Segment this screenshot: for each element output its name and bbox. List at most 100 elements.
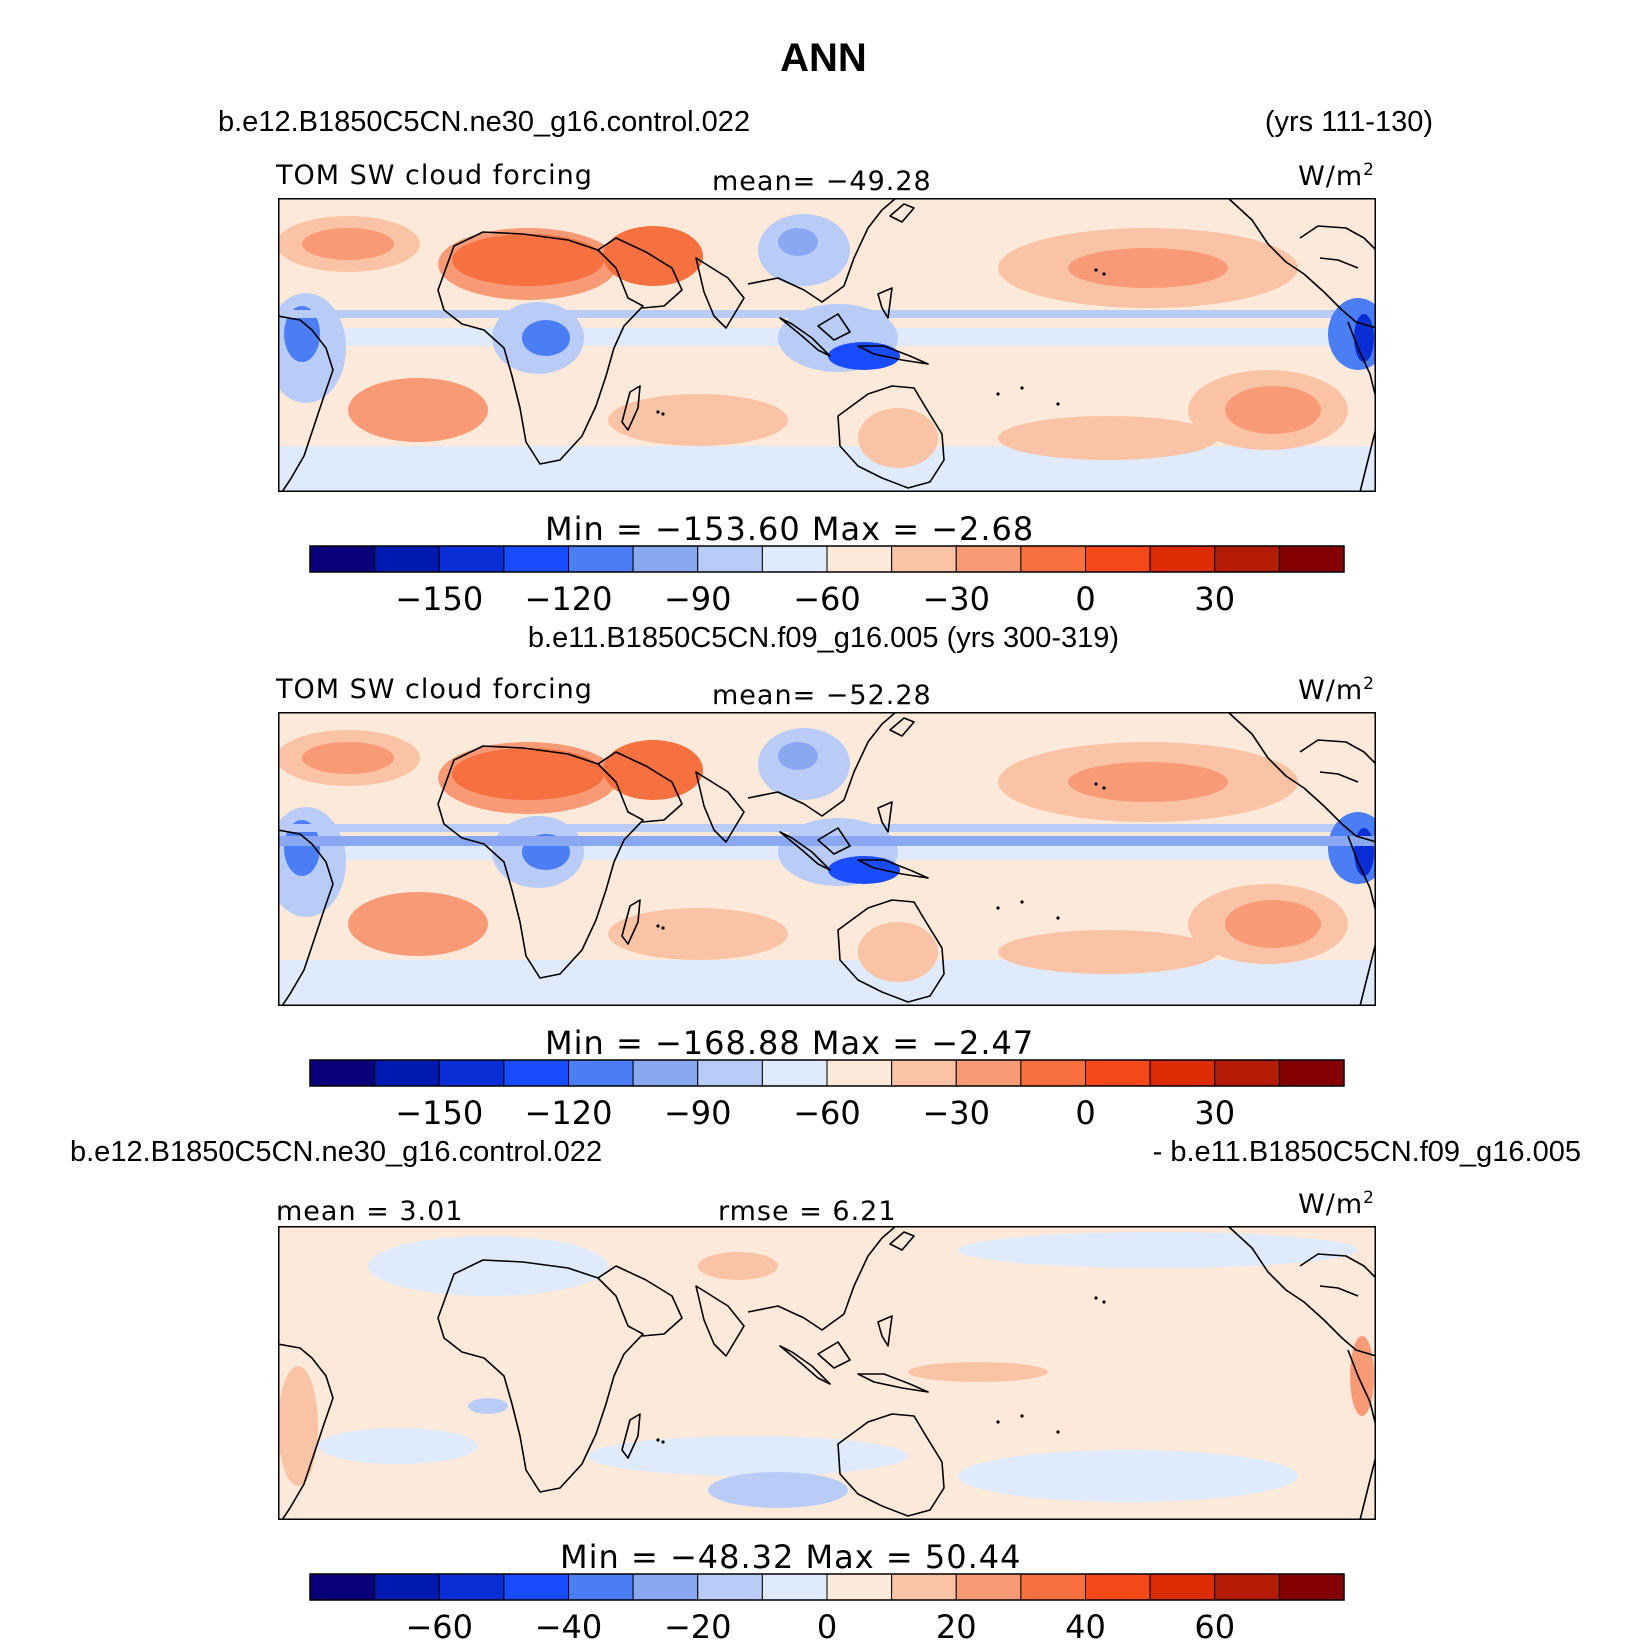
panel-1-field-label: TOM SW cloud forcing bbox=[276, 160, 593, 191]
map-1-congo-core bbox=[522, 320, 570, 356]
colorbar-1-tick-label: −90 bbox=[664, 580, 732, 618]
colorbar-2-box-8 bbox=[826, 1059, 893, 1087]
map-1-australia-region bbox=[858, 408, 938, 468]
coastline-3-segment-4 bbox=[695, 1285, 745, 1357]
colorbar-3-tick-label: −20 bbox=[664, 1608, 732, 1646]
colorbar-3-frame bbox=[309, 1573, 1345, 1601]
colorbar-1-tick-label: 0 bbox=[1075, 580, 1095, 618]
coastline-2-segment-3 bbox=[597, 751, 683, 823]
panel-1-mean: mean= −49.28 bbox=[712, 166, 932, 197]
colorbar-2-box-1 bbox=[374, 1059, 440, 1087]
coastlines-2 bbox=[278, 712, 1376, 1006]
colorbar-2-box-0 bbox=[309, 1059, 376, 1087]
map-3-cool-anomaly bbox=[318, 1428, 478, 1464]
panel-3-map bbox=[278, 1226, 1376, 1520]
colorbar-2-tick-label: −150 bbox=[395, 1094, 483, 1132]
panel-1-years: (yrs 111-130) bbox=[1264, 106, 1433, 138]
panel-2-mean: mean= −52.28 bbox=[712, 680, 932, 711]
colorbar-3-tick-label: −60 bbox=[405, 1608, 473, 1646]
coastline-1-segment-3 bbox=[597, 237, 683, 309]
colorbar-3-box-10 bbox=[955, 1573, 1022, 1601]
coastline-3-segment-6 bbox=[889, 1231, 915, 1251]
colorbar-1-box-8 bbox=[826, 545, 893, 573]
island-2-6 bbox=[1056, 916, 1060, 920]
map-2-australia-region bbox=[858, 922, 938, 982]
map-3-warm-anomaly bbox=[698, 1252, 778, 1280]
coastline-1-segment-6 bbox=[889, 203, 915, 223]
island-2-3 bbox=[1102, 786, 1106, 790]
coastline-3-segment-8 bbox=[837, 1413, 945, 1517]
map-3-cool-anomaly-core bbox=[708, 1472, 848, 1508]
coastline-2-segment-11 bbox=[1347, 835, 1376, 1006]
colorbar-1-tick-label: −60 bbox=[793, 580, 861, 618]
colorbar-1-box-12 bbox=[1085, 545, 1151, 573]
coastline-2-segment-10 bbox=[1299, 739, 1376, 783]
map-3-cool-anomaly-core bbox=[468, 1398, 508, 1414]
colorbar-2-tick-label: −120 bbox=[525, 1094, 613, 1132]
map-2-indian-ocean-region bbox=[608, 908, 788, 960]
map-3-cool-anomaly bbox=[958, 1450, 1298, 1502]
colorbar-2-tick-label: 0 bbox=[1075, 1094, 1095, 1132]
colorbar-2-box-7 bbox=[761, 1059, 828, 1087]
colorbar-3-tick-label: 40 bbox=[1065, 1608, 1106, 1646]
colorbar-1-box-11 bbox=[1020, 545, 1086, 573]
coastline-3-segment-9 bbox=[1227, 1226, 1376, 1357]
map-1-amazon-core bbox=[284, 306, 320, 362]
colorbar-3-box-8 bbox=[826, 1573, 893, 1601]
map-2-warm-core bbox=[302, 742, 394, 774]
colorbar-2-tick-label: −60 bbox=[793, 1094, 861, 1132]
colorbar-1-tick-label: −150 bbox=[395, 580, 483, 618]
colorbar-3-box-5 bbox=[632, 1573, 699, 1601]
map-2-southern-belt bbox=[278, 960, 1376, 1006]
coastline-2-segment-6 bbox=[889, 717, 915, 737]
map-1-indian-ocean-region bbox=[608, 394, 788, 446]
colorbar-1-tick-label: −30 bbox=[922, 580, 990, 618]
panel-2-units: W/m2 bbox=[1298, 674, 1375, 706]
map-2-itcz-band bbox=[278, 824, 1376, 832]
coastline-3-segment-5 bbox=[747, 1226, 897, 1331]
colorbar-3-box-12 bbox=[1085, 1573, 1151, 1601]
colorbar-3-box-3 bbox=[503, 1573, 569, 1601]
coastline-3-segment-3 bbox=[597, 1265, 683, 1337]
map-2-tibet-core bbox=[778, 742, 818, 770]
colorbar-2-box-15 bbox=[1278, 1059, 1345, 1087]
panel-3-mean: mean = 3.01 bbox=[276, 1196, 464, 1227]
island-1-6 bbox=[1056, 402, 1060, 406]
coastline-1-segment-8 bbox=[837, 385, 945, 489]
island-1-4 bbox=[996, 392, 1000, 396]
island-3-2 bbox=[1094, 1296, 1098, 1300]
panel-3-colorbar: −60 −40 −20 0 20 40 60 bbox=[309, 1573, 1345, 1646]
colorbar-3-box-13 bbox=[1149, 1573, 1216, 1601]
colorbar-2-box-13 bbox=[1149, 1059, 1216, 1087]
map-1-maritime-continent-core bbox=[828, 342, 900, 370]
coastline-3-segment-11 bbox=[1347, 1349, 1376, 1520]
coastlines-3 bbox=[278, 1226, 1376, 1520]
colorbar-3-tick-label: 0 bbox=[817, 1608, 837, 1646]
colorbar-2-tick-label: −90 bbox=[664, 1094, 732, 1132]
colorbar-3-box-4 bbox=[568, 1573, 634, 1601]
colorbar-1-frame bbox=[309, 545, 1345, 573]
panel-2-field-label: TOM SW cloud forcing bbox=[276, 674, 593, 705]
island-2-4 bbox=[996, 906, 1000, 910]
coastline-1-segment-2 bbox=[621, 385, 641, 431]
colorbar-1-box-5 bbox=[632, 545, 699, 573]
colorbar-3-box-0 bbox=[309, 1573, 376, 1601]
map-2-south-atlantic-region bbox=[348, 892, 488, 956]
map-1-north-pacific-core bbox=[1068, 248, 1228, 288]
map-frame-3 bbox=[278, 1226, 1376, 1520]
colorbar-2-box-5 bbox=[632, 1059, 699, 1087]
colorbar-2-box-14 bbox=[1214, 1059, 1280, 1087]
map-3-cool-anomaly bbox=[368, 1236, 608, 1296]
map-frame-2 bbox=[278, 712, 1376, 1006]
island-2-2 bbox=[1094, 782, 1098, 786]
island-1-1 bbox=[661, 412, 665, 416]
map-3-cool-anomaly bbox=[588, 1436, 908, 1476]
coastline-1-segment-10 bbox=[1299, 225, 1376, 269]
panel-1-minmax: Min = −153.60 Max = −2.68 bbox=[545, 510, 1035, 548]
colorbar-2-box-12 bbox=[1085, 1059, 1151, 1087]
island-3-4 bbox=[996, 1420, 1000, 1424]
coastline-2-segment-2 bbox=[621, 899, 641, 945]
island-1-2 bbox=[1094, 268, 1098, 272]
colorbar-1-box-0 bbox=[309, 545, 376, 573]
colorbar-1-box-9 bbox=[891, 545, 957, 573]
